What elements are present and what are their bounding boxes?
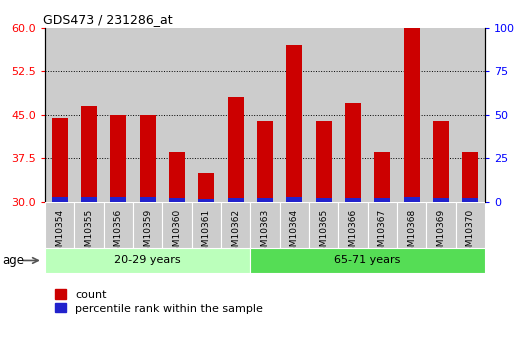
Bar: [403, 197, 420, 202]
Bar: [280, 202, 309, 248]
Bar: [433, 120, 449, 202]
Bar: [133, 202, 162, 248]
Bar: [397, 28, 426, 202]
Bar: [81, 197, 97, 202]
Bar: [368, 28, 397, 202]
Bar: [257, 198, 273, 202]
Bar: [456, 202, 485, 248]
Bar: [81, 106, 97, 202]
Text: 20-29 years: 20-29 years: [114, 256, 181, 265]
Bar: [309, 202, 338, 248]
Bar: [169, 152, 185, 202]
Bar: [462, 198, 479, 202]
Bar: [51, 118, 68, 202]
Bar: [338, 28, 368, 202]
Bar: [133, 28, 162, 202]
Text: 65-71 years: 65-71 years: [334, 256, 401, 265]
Bar: [315, 198, 332, 202]
Legend: count, percentile rank within the sample: count, percentile rank within the sample: [50, 285, 267, 318]
Text: GSM10370: GSM10370: [466, 209, 475, 258]
Text: GSM10369: GSM10369: [437, 209, 445, 258]
Bar: [250, 202, 280, 248]
Text: GSM10355: GSM10355: [85, 209, 93, 258]
Text: GSM10360: GSM10360: [173, 209, 181, 258]
Bar: [227, 97, 244, 202]
Bar: [257, 120, 273, 202]
Bar: [74, 28, 104, 202]
Bar: [139, 115, 156, 202]
Bar: [374, 198, 391, 202]
Text: GSM10359: GSM10359: [143, 209, 152, 258]
Text: GSM10363: GSM10363: [261, 209, 269, 258]
Text: age: age: [3, 254, 25, 267]
Bar: [51, 197, 68, 202]
Bar: [45, 28, 74, 202]
Bar: [110, 115, 127, 202]
Bar: [192, 202, 221, 248]
Bar: [426, 28, 456, 202]
Bar: [198, 173, 215, 202]
Text: GSM10367: GSM10367: [378, 209, 387, 258]
Text: GSM10366: GSM10366: [349, 209, 357, 258]
Text: GSM10365: GSM10365: [319, 209, 328, 258]
Bar: [139, 197, 156, 202]
Bar: [338, 202, 368, 248]
Bar: [286, 45, 303, 202]
Bar: [345, 103, 361, 202]
Bar: [169, 198, 185, 202]
Bar: [110, 197, 127, 202]
Bar: [309, 28, 338, 202]
Text: GSM10368: GSM10368: [407, 209, 416, 258]
Bar: [403, 28, 420, 202]
Bar: [286, 197, 303, 202]
Bar: [74, 202, 104, 248]
Bar: [462, 152, 479, 202]
Bar: [45, 202, 74, 248]
Bar: [368, 202, 397, 248]
Bar: [104, 202, 133, 248]
Bar: [250, 248, 485, 273]
Bar: [250, 28, 280, 202]
Bar: [192, 28, 221, 202]
Bar: [456, 28, 485, 202]
Text: GSM10356: GSM10356: [114, 209, 123, 258]
Text: GSM10354: GSM10354: [55, 209, 64, 258]
Bar: [162, 28, 192, 202]
Text: GSM10362: GSM10362: [231, 209, 240, 258]
Text: GDS473 / 231286_at: GDS473 / 231286_at: [43, 13, 172, 27]
Bar: [426, 202, 456, 248]
Bar: [397, 202, 426, 248]
Bar: [374, 152, 391, 202]
Bar: [198, 199, 215, 202]
Text: GSM10361: GSM10361: [202, 209, 211, 258]
Bar: [104, 28, 133, 202]
Bar: [433, 198, 449, 202]
Bar: [315, 120, 332, 202]
Bar: [221, 202, 250, 248]
Bar: [45, 248, 250, 273]
Bar: [280, 28, 309, 202]
Bar: [221, 28, 250, 202]
Bar: [162, 202, 192, 248]
Text: GSM10364: GSM10364: [290, 209, 299, 258]
Bar: [227, 198, 244, 202]
Bar: [345, 198, 361, 202]
